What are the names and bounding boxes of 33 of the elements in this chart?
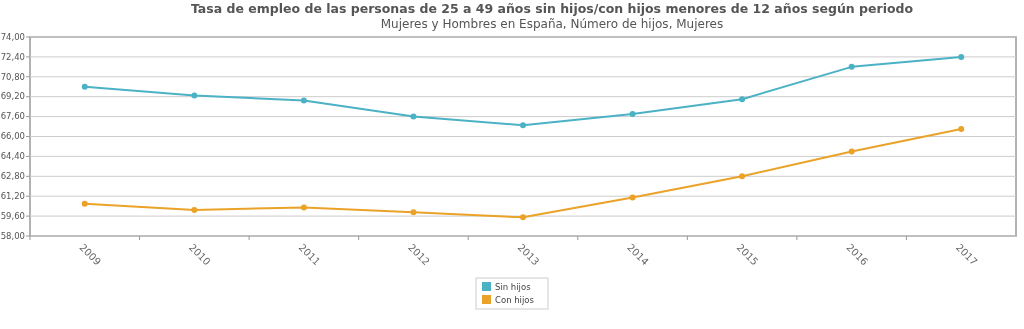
point: [739, 173, 746, 180]
point: [739, 96, 746, 103]
point: [410, 113, 417, 120]
y-tick-label: 61,20: [0, 190, 25, 201]
y-tick-label: 58,00: [0, 230, 25, 241]
point: [410, 209, 417, 216]
point: [848, 148, 855, 155]
chart-subtitle: Mujeres y Hombres en España, Número de hijos, Mujeres: [380, 17, 724, 31]
chart-title: Tasa de empleo de las personas de 25 a 49 años sin hijos/con hijos menores de 12 años según periodo: [190, 1, 914, 16]
y-tick-label: 74,00: [0, 31, 25, 42]
y-tick-label: 64,40: [0, 151, 25, 162]
y-tick-label: 70,80: [0, 71, 25, 82]
point: [958, 126, 965, 133]
point: [81, 83, 88, 90]
point: [848, 63, 855, 70]
point: [191, 92, 198, 99]
point: [629, 194, 636, 201]
y-tick-label: 59,60: [0, 210, 25, 221]
y-tick-label: 69,20: [0, 91, 25, 102]
legend-label: Con hijos: [495, 295, 535, 305]
y-tick-label: 66,00: [0, 131, 25, 142]
point: [81, 200, 88, 207]
legend-label: Sin hijos: [495, 282, 532, 292]
point: [520, 122, 526, 129]
point: [629, 111, 636, 118]
point: [958, 53, 965, 60]
point: [520, 214, 526, 221]
y-tick-label: 62,80: [0, 171, 25, 182]
y-tick-label: 67,60: [0, 111, 25, 122]
point: [300, 97, 307, 104]
point: [191, 206, 198, 213]
y-tick-label: 72,40: [0, 51, 25, 62]
point: [300, 204, 307, 211]
